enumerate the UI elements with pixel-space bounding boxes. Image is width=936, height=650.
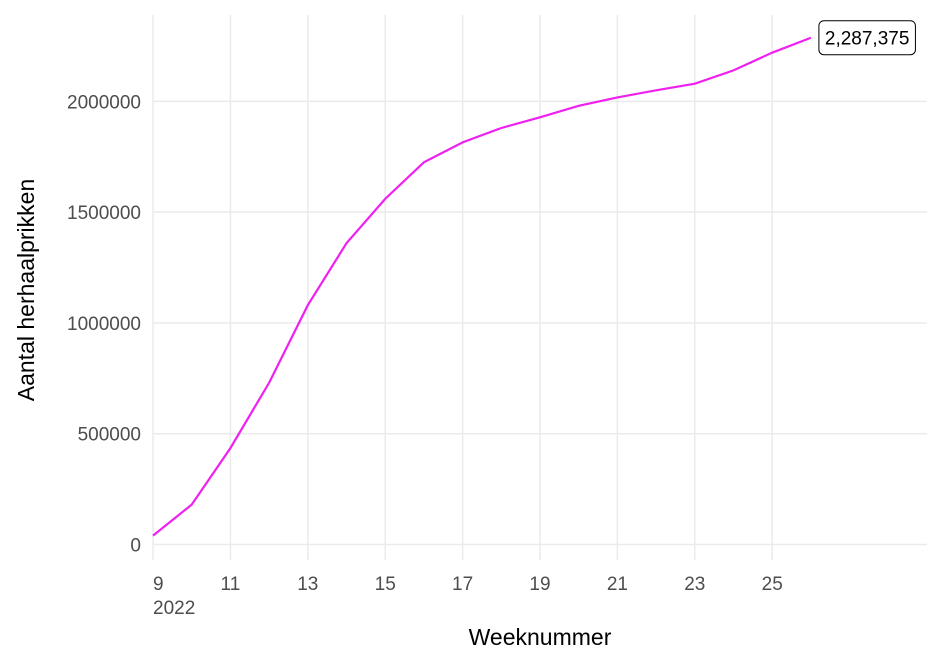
x-tick-label: 17	[452, 574, 473, 595]
line	[152, 36, 812, 537]
x-tick-label-line: 9	[153, 574, 164, 595]
x-tick-label: 19	[529, 574, 550, 595]
x-tick-label: 21	[607, 574, 628, 595]
data-label: 2,287,375	[825, 29, 910, 50]
y-axis-title: Aantal herhaalprikken	[13, 179, 39, 401]
x-tick-label: 13	[297, 574, 318, 595]
data-label-group: 2,287,375	[818, 20, 916, 56]
x-axis-title: Weeknummer	[469, 624, 612, 650]
y-tick-label: 0	[130, 535, 141, 556]
data-label-box	[818, 20, 916, 56]
x-tick-label: 23	[684, 574, 705, 595]
x-tick-label: 9 2022	[153, 574, 195, 619]
y-tick-label: 1000000	[67, 314, 141, 335]
x-tick-label: 15	[375, 574, 396, 595]
x-tick-label-line: 2022	[153, 598, 195, 619]
y-tick-label: 2000000	[67, 92, 141, 113]
y-tick-label: 1500000	[67, 203, 141, 224]
x-tick-label: 11	[221, 574, 241, 595]
y-tick-label: 500000	[78, 425, 141, 446]
x-tick-label: 25	[762, 574, 783, 595]
